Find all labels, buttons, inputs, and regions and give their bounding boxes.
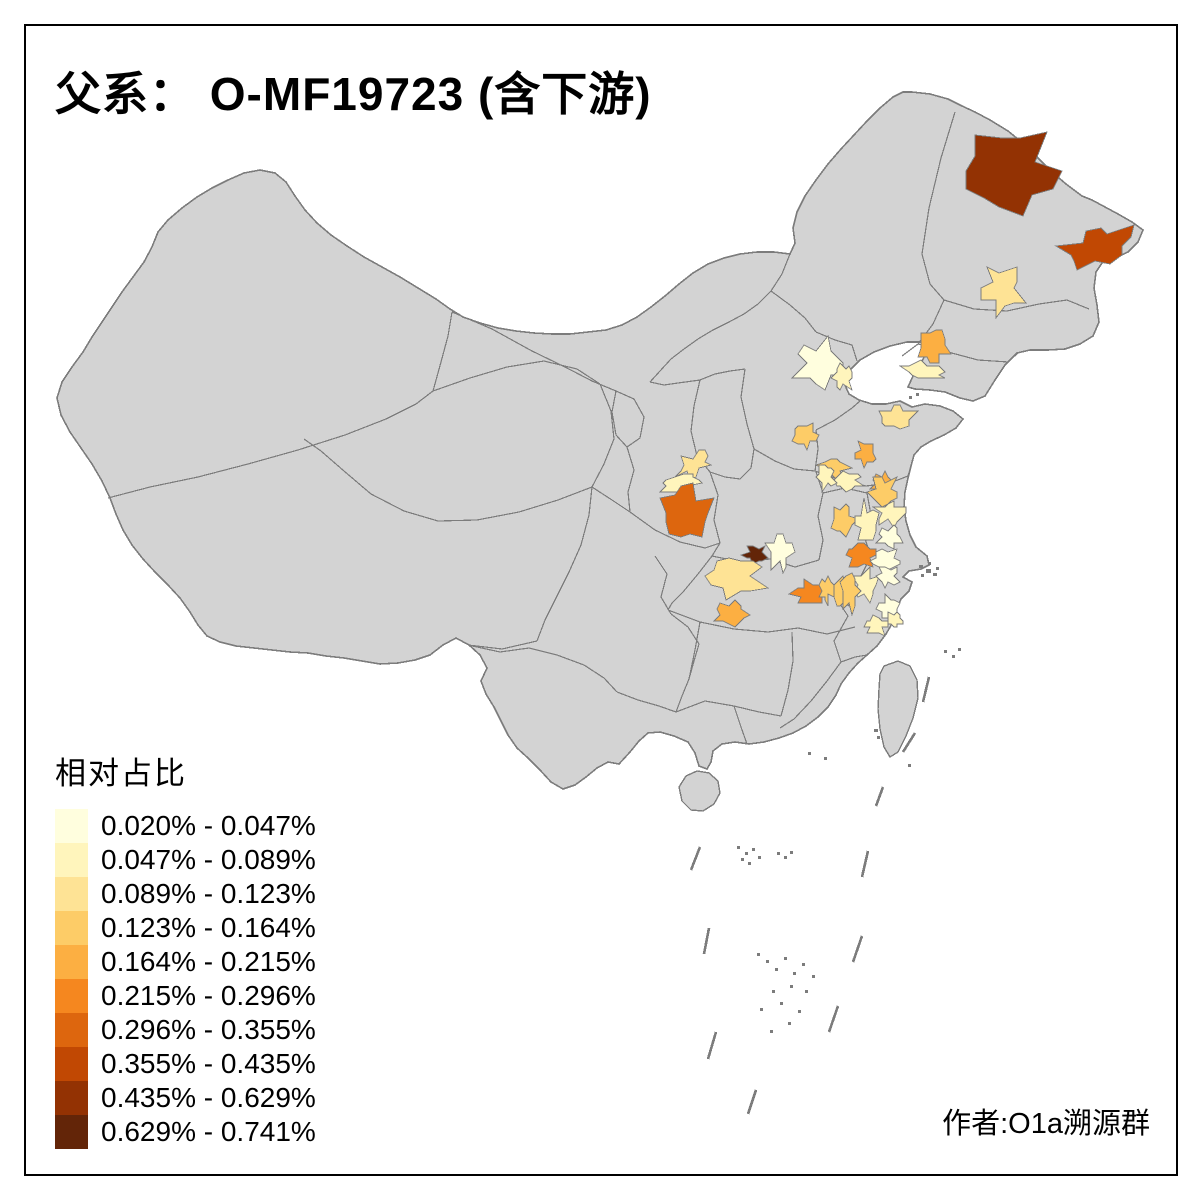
legend-row: 0.296% - 0.355% [55,1013,316,1047]
legend-label: 0.355% - 0.435% [101,1048,316,1079]
author-credit: 作者:O1a溯源群 [942,1108,1150,1140]
legend-label: 0.296% - 0.355% [101,1014,316,1045]
legend-label: 0.020% - 0.047% [101,810,316,841]
legend-row: 0.020% - 0.047% [55,809,316,843]
region-33 [875,566,901,590]
colored-prefectures [658,131,1135,637]
legend-row: 0.435% - 0.629% [55,1081,316,1115]
legend-row: 0.089% - 0.123% [55,877,316,911]
legend-swatch [55,1013,88,1047]
legend-swatch [55,809,88,843]
region-08 [791,422,820,452]
region-29 [874,524,904,550]
legend-swatch [55,979,88,1013]
legend-swatch [55,911,88,945]
region-37 [863,614,889,637]
legend-label: 0.047% - 0.089% [101,844,316,875]
legend-row: 0.047% - 0.089% [55,843,316,877]
legend-row: 0.123% - 0.164% [55,911,316,945]
legend-title: 相对占比 [55,756,187,791]
title-prefix: 父系： [55,69,196,120]
mainland-outline [56,91,1144,790]
legend-row: 0.164% - 0.215% [55,945,316,979]
region-34 [839,572,862,617]
region-02 [1054,224,1135,271]
region-25 [871,500,907,529]
region-19 [704,557,770,601]
sea-boundary-dashes [689,676,931,1115]
legend-swatch [55,1047,88,1081]
legend-label: 0.123% - 0.164% [101,912,316,943]
region-06 [790,334,844,391]
legend-label: 0.089% - 0.123% [101,878,316,909]
region-30 [845,542,877,568]
region-03 [980,266,1027,320]
legend-label: 0.164% - 0.215% [101,946,316,977]
region-27 [830,503,859,538]
title-haplogroup: O-MF19723 (含下游) [196,68,652,120]
legend-label: 0.435% - 0.629% [101,1082,316,1113]
legend-swatch [55,1081,88,1115]
taiwan-island [877,660,919,758]
legend-row: 0.355% - 0.435% [55,1047,316,1081]
legend-swatch [55,945,88,979]
region-26 [815,464,838,494]
region-17 [739,544,769,565]
hainan-island [678,770,721,812]
region-09 [878,404,920,430]
legend-swatch [55,843,88,877]
region-04 [917,329,952,364]
legend-row: 0.629% - 0.741% [55,1115,316,1149]
region-05 [898,359,946,379]
legend: 相对占比 0.020% - 0.047% 0.047% - 0.089% 0.089… [55,748,316,1149]
region-10 [854,440,877,470]
figure-frame [24,24,1178,1176]
region-01 [965,131,1063,217]
legend-label: 0.629% - 0.741% [101,1116,316,1147]
region-07 [830,362,853,392]
legend-label: 0.215% - 0.296% [101,980,316,1011]
region-21 [787,578,826,604]
legend-rows: 0.020% - 0.047% 0.047% - 0.089% 0.089% - 0… [55,809,316,1149]
legend-row: 0.215% - 0.296% [55,979,316,1013]
region-28 [854,497,880,541]
region-24 [866,475,899,508]
region-32 [851,565,880,605]
island-specks [737,393,961,1033]
region-31 [869,548,901,571]
region-18 [764,533,796,575]
region-22 [818,574,835,607]
legend-swatch [55,1115,88,1149]
page-title: 父系： O-MF19723 (含下游) [55,58,652,124]
region-20 [712,599,751,628]
legend-swatch [55,877,88,911]
region-16 [659,482,715,538]
